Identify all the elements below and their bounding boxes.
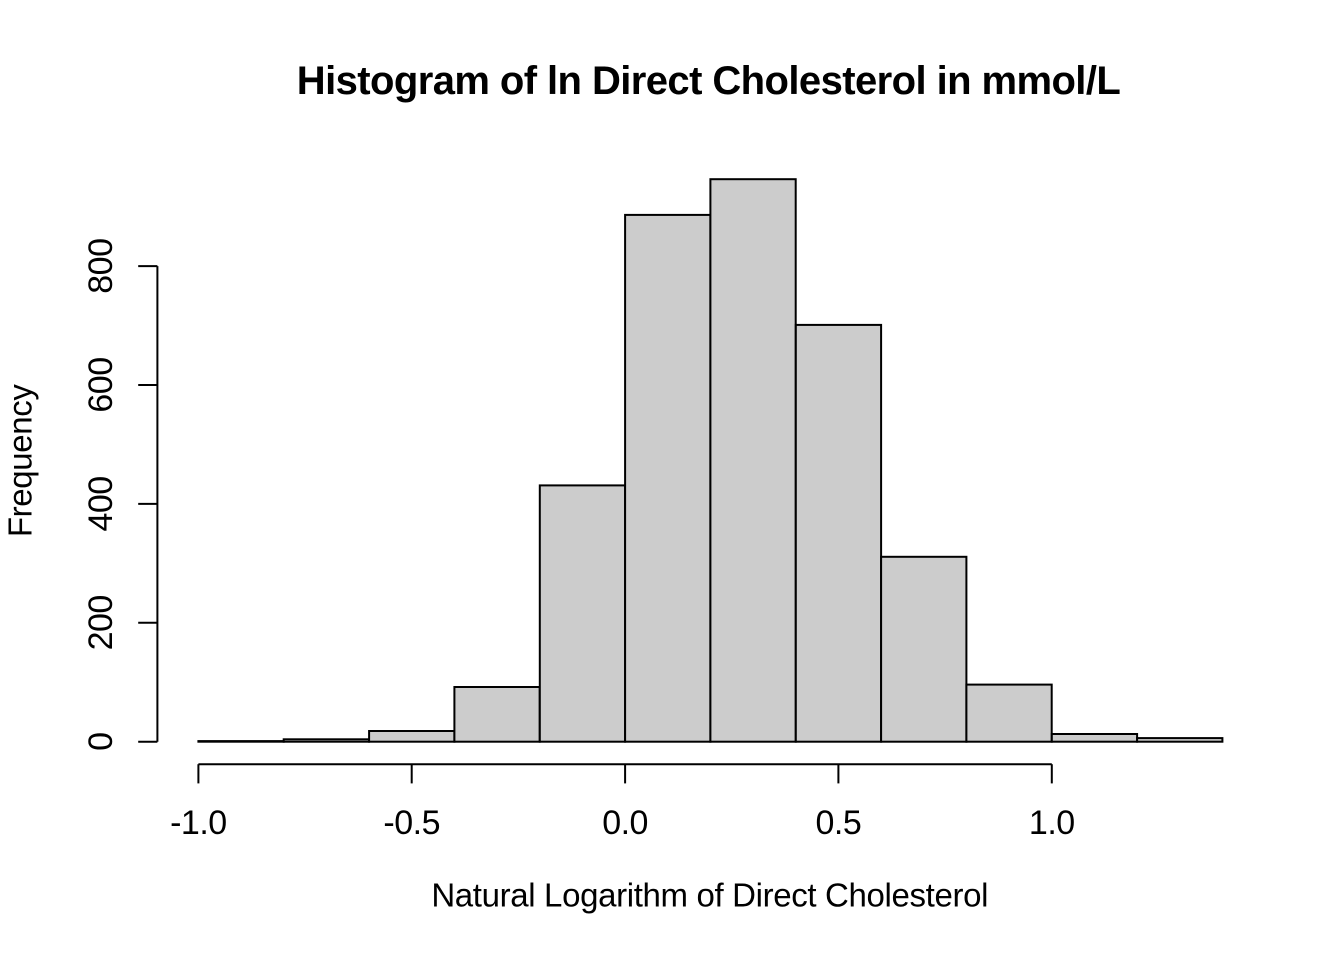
svg-text:0: 0 [82, 732, 120, 750]
svg-text:400: 400 [82, 476, 120, 531]
svg-text:-0.5: -0.5 [383, 804, 440, 842]
svg-text:600: 600 [82, 357, 120, 412]
svg-text:200: 200 [82, 595, 120, 650]
svg-text:1.0: 1.0 [1029, 804, 1075, 842]
svg-text:0.0: 0.0 [602, 804, 648, 842]
svg-text:Histogram of ln Direct Cholest: Histogram of ln Direct Cholesterol in mm… [297, 59, 1121, 103]
svg-text:0.5: 0.5 [816, 804, 862, 842]
svg-text:800: 800 [82, 238, 120, 293]
svg-text:Natural Logarithm of Direct Ch: Natural Logarithm of Direct Cholesterol [431, 877, 988, 914]
svg-text:-1.0: -1.0 [170, 804, 227, 842]
svg-text:Frequency: Frequency [2, 384, 39, 538]
